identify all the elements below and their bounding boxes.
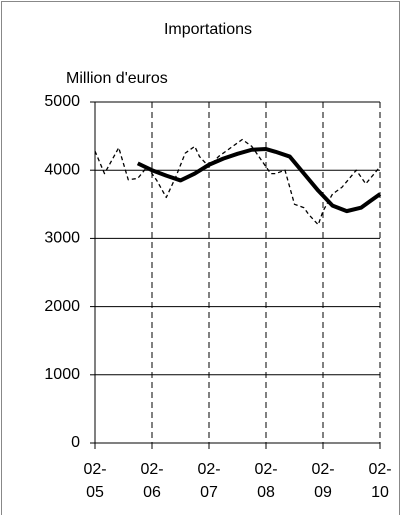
y-axis-label: Million d'euros <box>66 70 168 87</box>
y-tick-label: 0 <box>71 434 80 451</box>
x-tick-label: 02-06 <box>140 461 163 501</box>
y-tick-label: 3000 <box>44 230 80 247</box>
y-tick-label: 4000 <box>44 161 80 178</box>
x-tick-label: 02-05 <box>83 461 106 501</box>
x-tick-label: 02-08 <box>254 461 277 501</box>
x-tick-label: 02-07 <box>197 461 220 501</box>
x-tick-label: 02-10 <box>368 461 391 501</box>
line-series <box>136 147 382 214</box>
y-tick-label: 2000 <box>44 298 80 315</box>
x-tick-label: 02-09 <box>311 461 334 501</box>
y-tick-label: 1000 <box>44 366 80 383</box>
chart-title: Importations <box>164 21 252 38</box>
y-tick-label: 5000 <box>44 93 80 110</box>
